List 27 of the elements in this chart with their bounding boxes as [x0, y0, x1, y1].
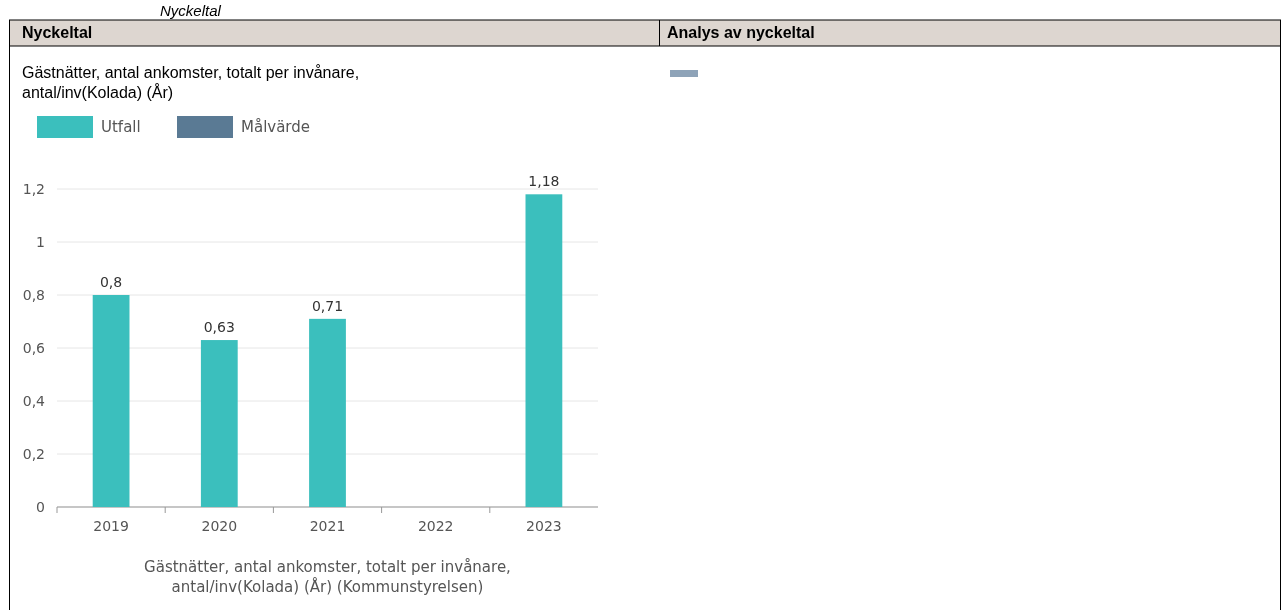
- data-label: 0,71: [311, 297, 344, 314]
- bar: [309, 318, 346, 507]
- data-label: 0,8: [99, 274, 123, 290]
- bar: [200, 340, 238, 507]
- y-tick-label: 0: [36, 499, 45, 515]
- y-tick-label: 1,2: [22, 181, 45, 197]
- text: Analys av nyckeltal: [667, 24, 815, 41]
- text: Nyckeltal: [22, 24, 93, 41]
- legend-label: Målvärde: [241, 118, 311, 136]
- text: Nyckeltal: [160, 2, 222, 19]
- y-tick-label: 0,8: [22, 287, 45, 303]
- x-tick-label: 2022: [417, 518, 454, 534]
- legend-label: Utfall: [101, 118, 141, 136]
- x-tick-label: 2019: [93, 518, 129, 534]
- bar: [525, 194, 563, 507]
- y-tick-label: 0,4: [22, 393, 46, 409]
- bar: [92, 295, 130, 507]
- data-label: 1,18: [528, 173, 560, 190]
- chart-title: Gästnätter, antal ankomster, totalt per invånare, antal/inv(Kolada) (År): [22, 64, 360, 101]
- y-tick-label: 0,2: [22, 446, 45, 462]
- x-tick-label: 2020: [201, 518, 238, 534]
- y-tick-label: 0,6: [22, 340, 46, 356]
- x-tick-label: 2021: [309, 518, 346, 534]
- y-tick-label: 1: [36, 234, 45, 250]
- data-label: 0,63: [203, 319, 235, 336]
- x-tick-label: 2023: [526, 518, 562, 534]
- x-axis-title: Gästnätter, antal ankomster, totalt per invånare, antal/inv(Kolada) (År) (Kommunstyrelsen): [144, 558, 511, 596]
